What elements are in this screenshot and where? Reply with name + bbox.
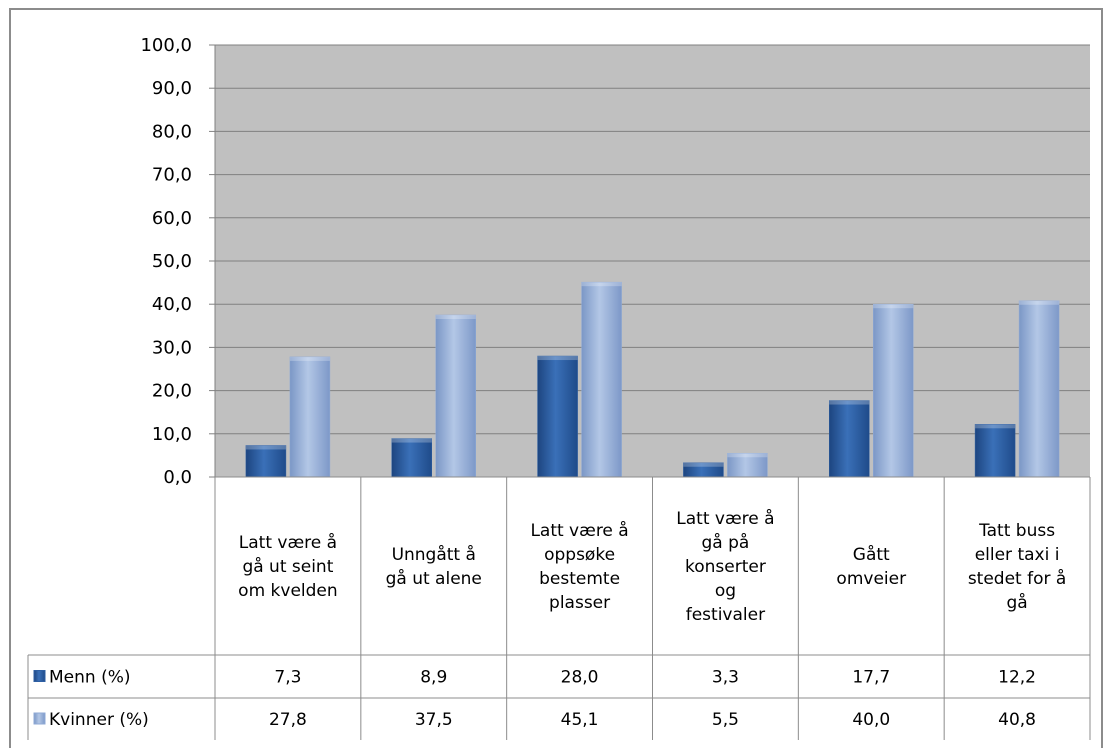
- y-tick-label: 80,0: [152, 121, 192, 142]
- category-label-line: Gått: [853, 544, 890, 565]
- data-table: Latt være å gå ut seint om kvelden Unngått …: [27, 476, 1091, 740]
- bar-menn: [974, 424, 1016, 478]
- data-value: 28,0: [561, 668, 599, 688]
- category-label-line: og: [715, 581, 736, 601]
- legend-key-menn: [33, 670, 46, 682]
- data-value: 40,8: [998, 710, 1036, 730]
- bar-top-highlight: [289, 356, 330, 361]
- category-label-line: oppsøke: [544, 545, 615, 565]
- bar-top-highlight: [975, 424, 1016, 429]
- bar-menn: [829, 400, 870, 478]
- bar-top-highlight: [537, 356, 578, 361]
- category-label-line: eller taxi i: [975, 545, 1060, 565]
- category-label-line: festivaler: [686, 605, 765, 625]
- series-name: Kvinner (%): [49, 710, 149, 730]
- category-label-line: Latt være å: [239, 532, 337, 553]
- bar-kvinner: [435, 314, 476, 478]
- plot-area: 0,0 10,0 20,0 30,0 40,0 50,0 60,0 70,0 80,0 90,0 1…: [140, 35, 1090, 488]
- category-label-line: Latt være å: [676, 508, 774, 529]
- data-value: 8,9: [420, 668, 447, 688]
- category-label: Tatt buss eller taxi i stedet for å gå: [968, 521, 1067, 613]
- category-label: Unngått å gå ut alene: [386, 544, 482, 589]
- data-value: 45,1: [561, 710, 599, 730]
- category-label: Gått omveier: [836, 544, 906, 589]
- category-label-line: stedet for å: [968, 568, 1067, 589]
- bar-top-highlight: [581, 282, 622, 287]
- data-value: 37,5: [415, 710, 453, 730]
- bar-top-highlight: [391, 438, 432, 443]
- bar-kvinner: [581, 281, 622, 478]
- category-label-line: gå: [1006, 592, 1027, 613]
- category-label: Latt være å gå på konserter og festivaler: [676, 508, 774, 625]
- category-label-line: Tatt buss: [978, 521, 1055, 541]
- data-value: 5,5: [712, 710, 739, 730]
- bar-top-highlight: [873, 304, 914, 309]
- y-tick-label: 30,0: [152, 337, 192, 358]
- category-label-line: gå på: [702, 532, 750, 553]
- bar-menn: [391, 438, 432, 478]
- y-tick-label: 10,0: [152, 424, 192, 445]
- data-value: 7,3: [274, 668, 301, 688]
- category-label-line: gå ut alene: [386, 568, 482, 589]
- category-label-line: om kvelden: [238, 581, 337, 601]
- series-name: Menn (%): [49, 668, 131, 688]
- y-tick-label: 20,0: [152, 381, 192, 402]
- bar-top-highlight: [683, 462, 724, 467]
- category-label: Latt være å gå ut seint om kvelden: [238, 532, 337, 601]
- category-label-line: gå ut seint: [242, 556, 333, 577]
- y-tick-label: 40,0: [152, 294, 192, 315]
- bar-menn: [537, 355, 578, 478]
- category-label-line: plasser: [549, 593, 610, 613]
- bar-top-highlight: [1019, 300, 1060, 305]
- data-value: 27,8: [269, 710, 307, 730]
- data-value: 12,2: [998, 668, 1036, 688]
- y-tick-label: 50,0: [152, 251, 192, 272]
- data-value: 17,7: [852, 668, 890, 688]
- category-label-line: omveier: [836, 569, 906, 589]
- data-value: 3,3: [712, 668, 739, 688]
- data-value: 40,0: [852, 710, 890, 730]
- y-tick-label: 60,0: [152, 208, 192, 229]
- bar-top-highlight: [829, 400, 870, 405]
- category-label-line: Unngått å: [392, 544, 476, 565]
- bar-kvinner: [873, 303, 914, 478]
- category-label-line: konserter: [685, 557, 766, 577]
- bar-top-highlight: [727, 453, 768, 458]
- legend-key-kvinner: [33, 712, 46, 725]
- y-tick-label: 100,0: [140, 35, 192, 56]
- bar-menn: [245, 445, 287, 478]
- y-tick-label: 70,0: [152, 165, 192, 186]
- category-label-line: Latt være å: [530, 520, 628, 541]
- category-label: Latt være å oppsøke bestemte plasser: [530, 520, 628, 613]
- y-tick-label: 0,0: [163, 467, 192, 488]
- category-label-line: bestemte: [539, 569, 620, 589]
- bar-kvinner: [289, 356, 331, 478]
- bar-kvinner: [1018, 300, 1060, 478]
- bar-top-highlight: [435, 315, 476, 319]
- bar-top-highlight: [245, 445, 286, 450]
- y-tick-label: 90,0: [152, 78, 192, 99]
